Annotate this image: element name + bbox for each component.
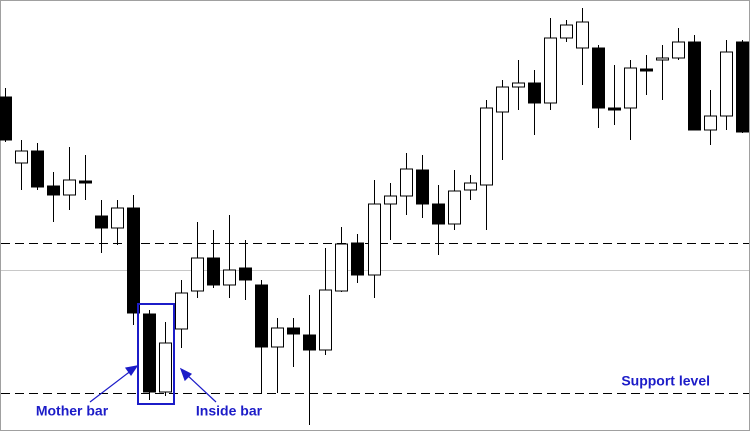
candle-body (464, 182, 477, 191)
candle-body (159, 342, 172, 393)
candle-body (191, 257, 204, 292)
arrows (89, 365, 217, 403)
candle-body (480, 107, 493, 186)
candle-body (271, 327, 284, 348)
candles (0, 8, 749, 425)
candle-body (720, 51, 733, 117)
candle-body (207, 257, 220, 286)
candle-body (432, 203, 445, 225)
mother-bar-label: Mother bar (36, 403, 109, 419)
candle-body (319, 289, 332, 351)
arrow-head (179, 367, 193, 382)
candle-body (15, 150, 28, 164)
candle-body (512, 82, 525, 88)
candle-body (560, 24, 573, 39)
candle-body (704, 115, 717, 131)
candle-body (335, 243, 348, 292)
candle-body (384, 195, 397, 205)
candle-body (239, 267, 252, 281)
candle-body (0, 96, 12, 141)
candle-body (287, 327, 300, 335)
candle-body (640, 68, 653, 72)
candle-body (448, 190, 461, 225)
candle-body (608, 107, 621, 111)
pattern-box (137, 303, 175, 405)
candle-body (303, 334, 316, 351)
inside-bar-label: Inside bar (196, 403, 263, 419)
candle-body (143, 313, 156, 393)
candle-body (688, 41, 701, 131)
candle-body (127, 207, 140, 314)
candle-body (223, 269, 236, 286)
candle-body (576, 21, 589, 49)
candle-body (95, 215, 108, 229)
candle-body (736, 41, 749, 133)
support-level-label: Support level (621, 373, 710, 389)
candle-body (544, 37, 557, 104)
candle-body (47, 185, 60, 196)
arrow-head (124, 365, 139, 377)
candle-body (79, 180, 92, 184)
candle-body (400, 168, 413, 197)
candle-body (528, 82, 541, 104)
candle-body (175, 292, 188, 330)
arrow-line (185, 373, 217, 403)
candle-body (656, 57, 669, 61)
arrow-line (89, 369, 133, 403)
candle-body (255, 284, 268, 348)
candle-body (672, 41, 685, 59)
candle-body (111, 207, 124, 229)
candle-body (496, 86, 509, 113)
candle-body (63, 179, 76, 196)
candle-body (624, 67, 637, 109)
candle-body (416, 169, 429, 205)
candle-body (592, 47, 605, 109)
candle-body (31, 150, 44, 188)
candle-body (368, 203, 381, 276)
candle-body (351, 242, 364, 276)
